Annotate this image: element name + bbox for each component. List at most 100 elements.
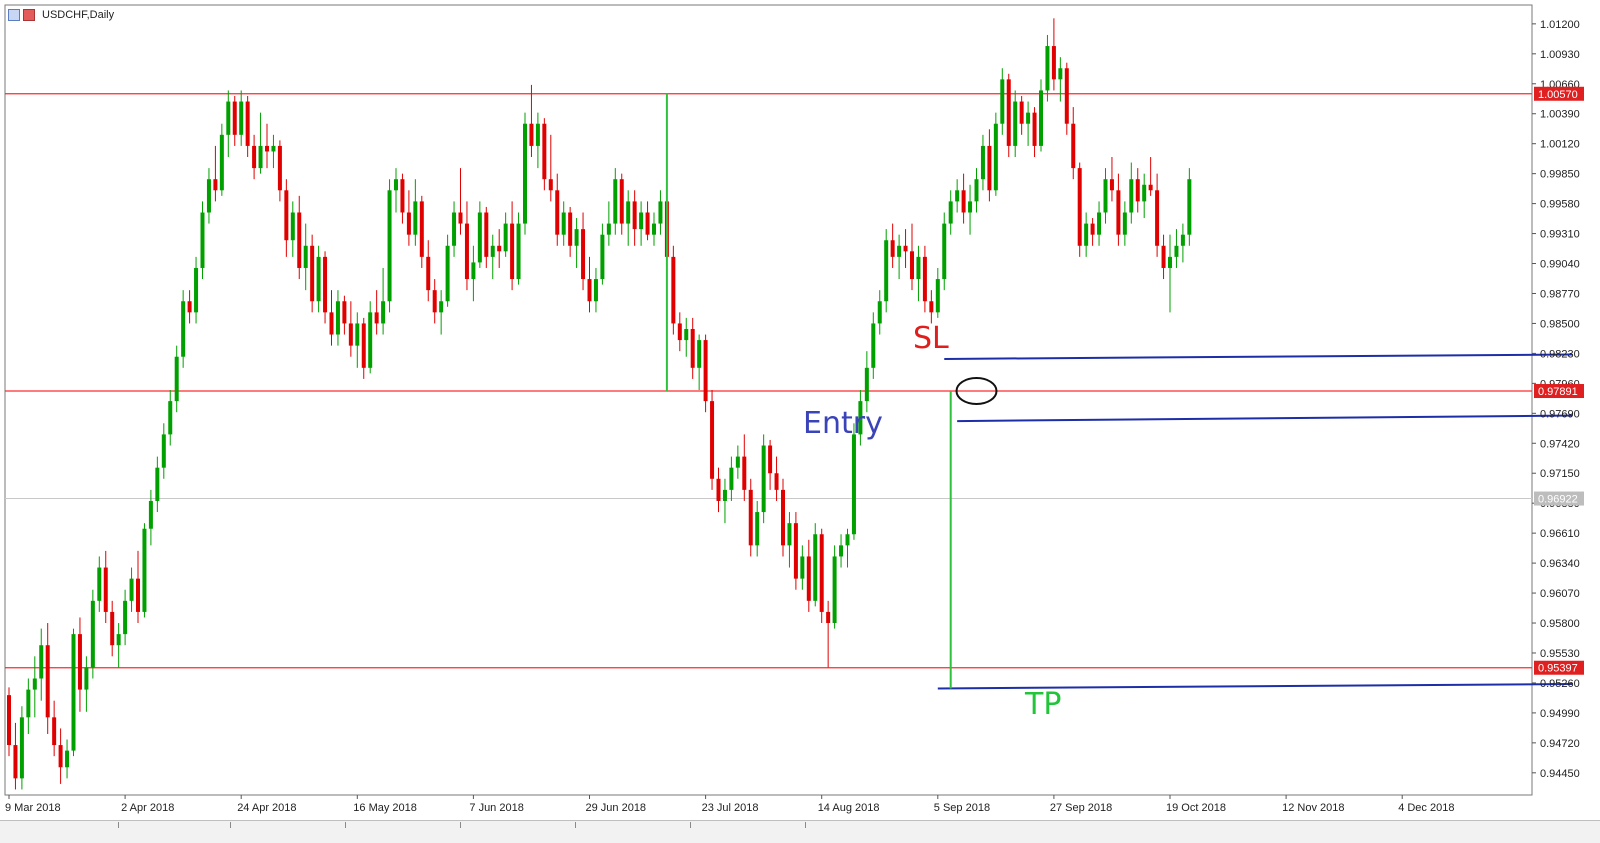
candle[interactable]: [1155, 173, 1160, 257]
candle[interactable]: [593, 267, 598, 313]
candle[interactable]: [458, 168, 463, 235]
candle[interactable]: [645, 201, 650, 241]
candle[interactable]: [77, 617, 82, 712]
candle[interactable]: [839, 534, 844, 568]
candle[interactable]: [761, 434, 766, 524]
candle[interactable]: [632, 190, 637, 246]
candle[interactable]: [284, 179, 289, 257]
candle[interactable]: [213, 145, 218, 202]
candle[interactable]: [942, 212, 947, 291]
candle[interactable]: [652, 212, 656, 246]
candle[interactable]: [606, 201, 611, 246]
candle[interactable]: [742, 434, 747, 501]
candle[interactable]: [948, 190, 953, 235]
candle[interactable]: [523, 112, 527, 235]
candle[interactable]: [555, 173, 560, 246]
candle[interactable]: [877, 290, 882, 335]
candle[interactable]: [961, 173, 966, 224]
candle[interactable]: [116, 623, 121, 668]
candle[interactable]: [677, 312, 682, 352]
candle[interactable]: [239, 90, 244, 146]
candle[interactable]: [348, 301, 353, 357]
candle[interactable]: [1084, 212, 1089, 257]
candle[interactable]: [90, 589, 95, 679]
candle[interactable]: [445, 234, 450, 307]
candle[interactable]: [1122, 201, 1127, 246]
candle[interactable]: [335, 290, 340, 346]
candle[interactable]: [142, 523, 147, 618]
candle[interactable]: [1071, 107, 1076, 180]
candle[interactable]: [1174, 229, 1179, 268]
candle[interactable]: [245, 95, 250, 158]
sl-trend-line[interactable]: [944, 353, 1573, 360]
candle[interactable]: [303, 223, 308, 291]
candle[interactable]: [136, 550, 140, 624]
candle[interactable]: [639, 201, 644, 246]
candle[interactable]: [148, 489, 153, 546]
candle[interactable]: [510, 201, 515, 291]
candle[interactable]: [535, 112, 540, 169]
candle[interactable]: [1090, 218, 1095, 246]
candle[interactable]: [452, 201, 457, 257]
candle[interactable]: [980, 134, 985, 191]
candle[interactable]: [490, 234, 495, 280]
candle[interactable]: [735, 445, 740, 479]
candle[interactable]: [355, 312, 360, 368]
candle[interactable]: [755, 500, 760, 557]
candle[interactable]: [206, 168, 211, 224]
candle[interactable]: [684, 317, 689, 357]
candle[interactable]: [897, 234, 902, 280]
candle[interactable]: [703, 334, 708, 413]
candle[interactable]: [1135, 168, 1140, 213]
candle[interactable]: [871, 312, 876, 379]
candle[interactable]: [722, 478, 727, 524]
candle[interactable]: [187, 290, 192, 324]
candle[interactable]: [271, 134, 276, 169]
candle[interactable]: [419, 195, 424, 268]
candle[interactable]: [832, 545, 837, 629]
candle[interactable]: [1168, 234, 1172, 313]
candle[interactable]: [71, 628, 76, 757]
candle[interactable]: [1148, 157, 1153, 196]
candle[interactable]: [258, 112, 263, 174]
candle[interactable]: [1109, 157, 1114, 202]
candle[interactable]: [922, 245, 927, 313]
candle[interactable]: [929, 290, 934, 324]
candle[interactable]: [1064, 62, 1069, 135]
candle[interactable]: [845, 528, 850, 568]
candle[interactable]: [600, 223, 605, 285]
candle[interactable]: [1058, 57, 1063, 102]
candle[interactable]: [316, 245, 321, 313]
candle[interactable]: [529, 84, 534, 158]
candle[interactable]: [1032, 107, 1037, 158]
candle[interactable]: [826, 600, 831, 668]
candle[interactable]: [471, 245, 476, 302]
candle[interactable]: [13, 722, 18, 790]
candle[interactable]: [129, 567, 134, 612]
candle[interactable]: [1180, 223, 1185, 263]
candle[interactable]: [626, 190, 631, 246]
candle[interactable]: [342, 295, 347, 335]
candle[interactable]: [1077, 162, 1082, 257]
candle[interactable]: [858, 390, 863, 446]
candle[interactable]: [439, 290, 444, 335]
candle[interactable]: [1097, 201, 1102, 246]
candle[interactable]: [851, 423, 856, 540]
candle[interactable]: [432, 279, 437, 324]
candle[interactable]: [800, 545, 805, 590]
candle[interactable]: [710, 390, 715, 490]
candle[interactable]: [658, 190, 663, 235]
candle[interactable]: [690, 317, 695, 379]
candle[interactable]: [45, 623, 50, 734]
candle[interactable]: [793, 512, 798, 590]
candle[interactable]: [39, 628, 44, 701]
candle[interactable]: [1051, 18, 1056, 91]
candle[interactable]: [97, 556, 102, 612]
candle[interactable]: [768, 439, 773, 490]
candle[interactable]: [329, 290, 334, 346]
candle[interactable]: [748, 478, 753, 557]
candle[interactable]: [1026, 101, 1031, 146]
candle[interactable]: [310, 234, 315, 313]
candle[interactable]: [155, 456, 160, 513]
